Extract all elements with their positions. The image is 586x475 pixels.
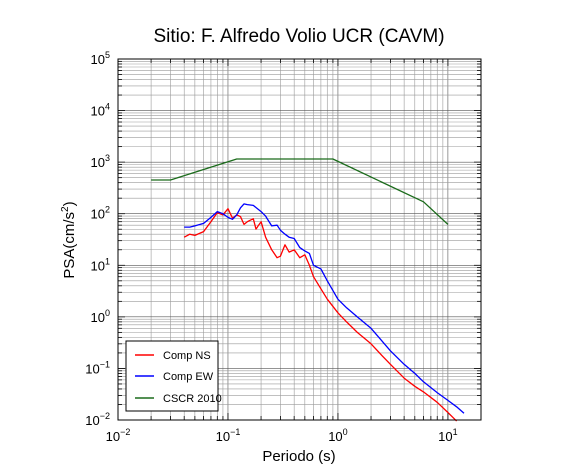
x-tick-label-base: 10 xyxy=(106,429,120,444)
y-tick-label: 101 xyxy=(91,256,110,273)
tick-mark-layer xyxy=(117,58,482,421)
y-axis-label-end: ) xyxy=(61,201,78,206)
series-line-comp-ns xyxy=(183,208,458,422)
y-axis-label-base: PSA(cm/s xyxy=(61,212,78,279)
y-axis-label: PSA(cm/s2) xyxy=(60,201,78,278)
y-tick-label-exp: 5 xyxy=(105,50,110,60)
plot-frame xyxy=(117,58,482,421)
y-tick-label: 104 xyxy=(91,102,110,119)
y-tick-label-exp: 2 xyxy=(105,205,110,215)
y-tick-label-base: 10 xyxy=(91,207,105,222)
y-tick-label-exp: −1 xyxy=(100,359,110,369)
legend-label-ns: Comp NS xyxy=(163,350,211,362)
x-tick-label: 101 xyxy=(438,427,457,444)
y-tick-label: 10−1 xyxy=(85,359,110,376)
y-tick-label-exp: 0 xyxy=(105,308,110,318)
y-tick-label-base: 10 xyxy=(91,258,105,273)
x-tick-label-base: 10 xyxy=(216,429,230,444)
legend-label-cscr: CSCR 2010 xyxy=(163,393,222,405)
x-tick-label-exp: 0 xyxy=(343,427,348,437)
y-tick-label-exp: −2 xyxy=(100,411,110,421)
y-tick-label: 102 xyxy=(91,205,110,222)
x-tick-label-exp: −2 xyxy=(120,427,130,437)
y-tick-label-base: 10 xyxy=(91,52,105,67)
x-tick-label-base: 10 xyxy=(438,429,452,444)
x-tick-label-exp: −1 xyxy=(230,427,240,437)
y-tick-label-exp: 3 xyxy=(105,153,110,163)
legend-label-ew: Comp EW xyxy=(163,371,214,383)
y-tick-label-exp: 1 xyxy=(105,256,110,266)
series-line-comp-ew xyxy=(184,203,465,414)
y-axis-label-exp: 2 xyxy=(60,206,71,212)
x-tick-labels: 10−2 10−1 100 101 xyxy=(106,427,458,444)
x-tick-label-base: 10 xyxy=(328,429,342,444)
x-tick-label: 10−1 xyxy=(216,427,241,444)
y-tick-label: 103 xyxy=(91,153,110,170)
series-layer xyxy=(151,158,465,422)
y-tick-label: 105 xyxy=(91,50,110,67)
y-tick-label-base: 10 xyxy=(91,310,105,325)
y-tick-label: 10−2 xyxy=(85,411,110,428)
y-tick-label: 100 xyxy=(91,308,110,325)
legend: Comp NS Comp EW CSCR 2010 xyxy=(125,340,222,412)
y-tick-label-base: 10 xyxy=(91,155,105,170)
chart-title: Sitio: F. Alfredo Volio UCR (CAVM) xyxy=(153,26,444,47)
x-tick-label: 100 xyxy=(328,427,347,444)
x-tick-label-exp: 1 xyxy=(453,427,458,437)
x-axis-label: Periodo (s) xyxy=(262,448,335,465)
y-tick-label-exp: 4 xyxy=(105,102,110,112)
x-tick-label: 10−2 xyxy=(106,427,131,444)
series-line-cscr-2010 xyxy=(151,158,449,225)
y-tick-label-base: 10 xyxy=(85,413,99,428)
y-tick-label-base: 10 xyxy=(85,361,99,376)
y-tick-label-base: 10 xyxy=(91,104,105,119)
